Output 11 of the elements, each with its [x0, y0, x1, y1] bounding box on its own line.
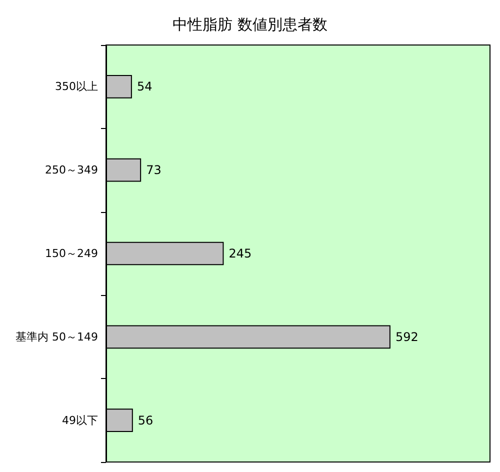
data-label: 56: [138, 413, 154, 428]
y-tick-label: 49以下: [62, 414, 98, 427]
y-tick-label: 基準内 50～149: [16, 330, 98, 344]
data-label: 54: [136, 80, 152, 94]
chart-title: 中性脂肪 数値別患者数: [172, 16, 328, 34]
data-label: 73: [146, 163, 162, 178]
y-tick-label: 250～349: [45, 164, 98, 177]
y-tick-label: 150～249: [45, 247, 98, 260]
data-label: 245: [228, 246, 252, 260]
y-tick-label: 350以上: [55, 80, 98, 94]
data-label: 592: [395, 330, 418, 344]
